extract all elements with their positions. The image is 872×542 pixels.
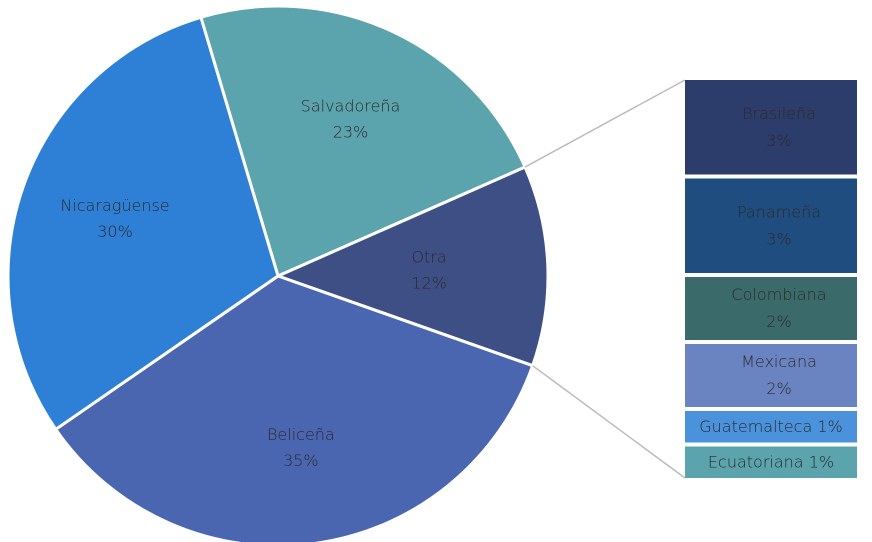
slice-value-label: 12% [411, 274, 447, 293]
pie-slice [198, 4, 528, 279]
pie-slice [53, 274, 535, 542]
slice-label: Beliceña [267, 425, 335, 444]
breakdown-bar [685, 344, 857, 407]
breakdown-value-label: 2% [766, 312, 791, 331]
slice-value-label: 30% [97, 222, 133, 241]
breakdown-bar [685, 178, 857, 273]
pie-slice [273, 165, 550, 368]
breakdown-label-group: Guatemalteca 1% [699, 416, 843, 435]
breakdown-label: Brasileña [742, 104, 816, 123]
breakdown-value-label: 1% [817, 416, 842, 435]
breakdown-bar [685, 411, 857, 443]
breakdown-value-label: 3% [766, 229, 791, 248]
slice-value-label: 23% [333, 123, 369, 142]
breakdown-label: Panameña [737, 202, 821, 221]
breakdown-bar [685, 277, 857, 340]
breakdown-label: Mexicana [741, 352, 817, 371]
breakdown-label: Guatemalteca [699, 416, 812, 435]
breakdown-label-group: Ecuatoriana 1% [708, 452, 834, 471]
connector-line [524, 79, 686, 168]
breakdown-value-label: 2% [766, 379, 791, 398]
breakdown-label: Ecuatoriana [708, 452, 804, 471]
slice-value-label: 35% [283, 451, 319, 470]
breakdown-value-label: 3% [766, 131, 791, 150]
breakdown-bar [685, 80, 857, 175]
connector-line [532, 365, 686, 479]
slice-label: Otra [411, 248, 446, 267]
slice-label: Nicaragüense [60, 196, 169, 215]
pie-slice [6, 15, 280, 432]
slice-label: Salvadoreña [301, 97, 401, 116]
breakdown-bar [685, 446, 857, 478]
breakdown-value-label: 1% [809, 452, 834, 471]
breakdown-label: Colombiana [731, 285, 826, 304]
